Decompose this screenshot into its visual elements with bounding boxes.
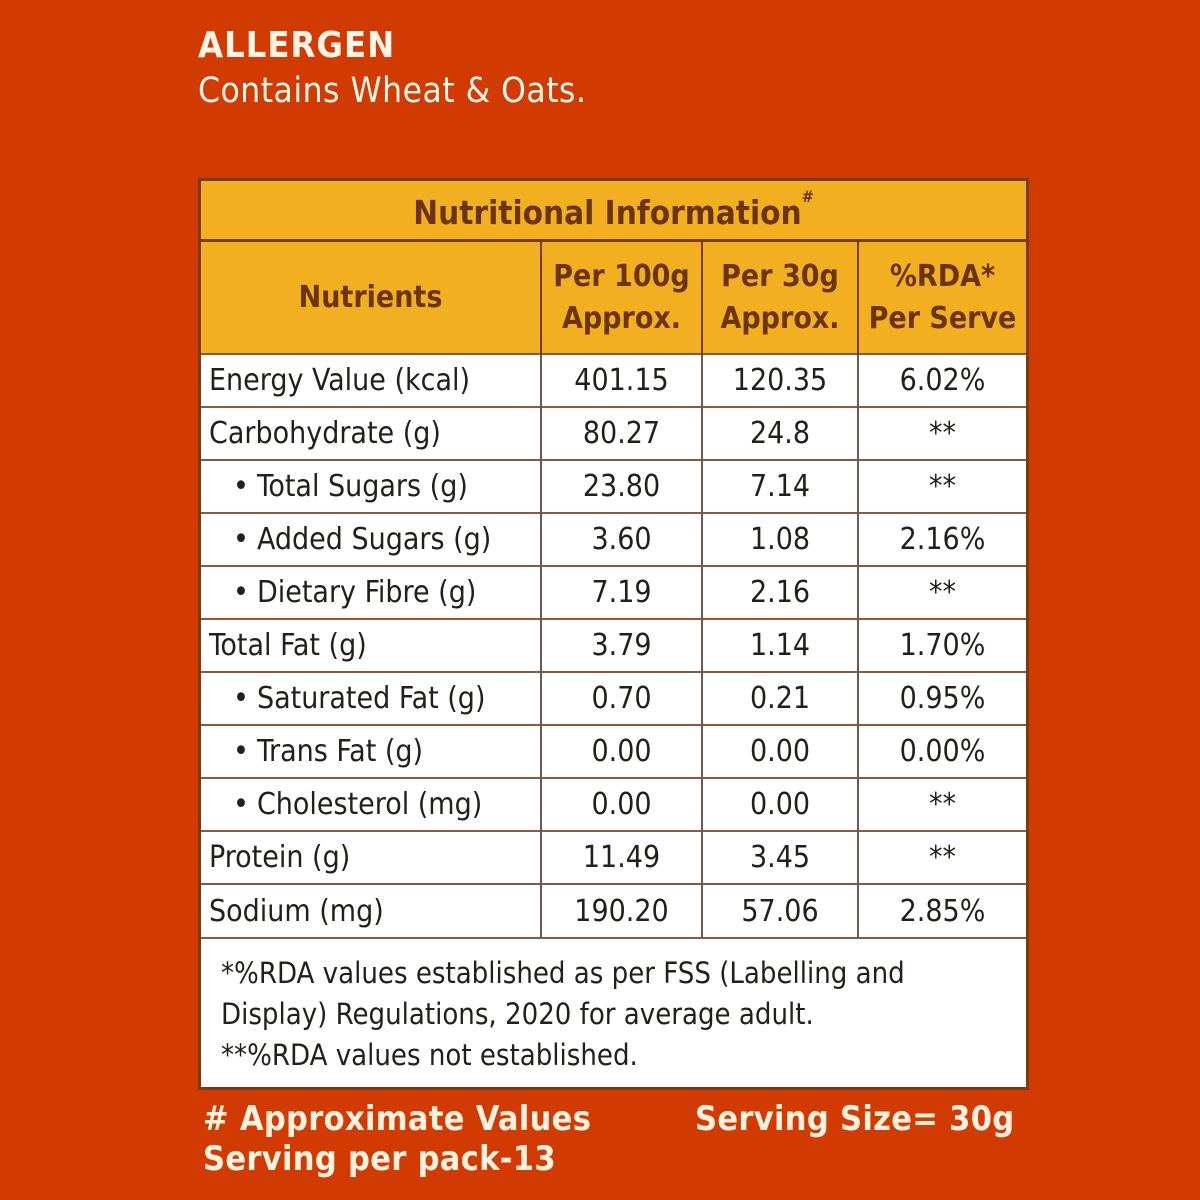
value-per100: 0.00 bbox=[540, 777, 702, 831]
value-per100: 401.15 bbox=[540, 353, 702, 407]
value-per100: 3.79 bbox=[540, 618, 702, 672]
value-per30: 0.00 bbox=[701, 724, 858, 778]
nutrition-panel: Nutritional Information# Nutrients Per 1… bbox=[198, 178, 1029, 1090]
table-row: Cholesterol (mg)0.000.00** bbox=[201, 777, 1026, 831]
panel-title: Nutritional Information# bbox=[201, 181, 1026, 242]
header-nutrients: Nutrients bbox=[201, 242, 541, 354]
allergen-text: Contains Wheat & Oats. bbox=[198, 71, 587, 111]
panel-title-text: Nutritional Information bbox=[413, 193, 802, 232]
value-per100: 23.80 bbox=[540, 459, 702, 513]
value-per100: 0.00 bbox=[540, 724, 702, 778]
value-rda: 0.95% bbox=[857, 671, 1026, 725]
value-per100: 190.20 bbox=[540, 883, 702, 937]
value-per100: 0.70 bbox=[540, 671, 702, 725]
value-rda: ** bbox=[857, 777, 1026, 831]
value-per30: 3.45 bbox=[701, 830, 858, 884]
value-per30: 120.35 bbox=[701, 353, 858, 407]
header-per30-line1: Per 30g bbox=[721, 258, 839, 294]
nutrition-table: Nutrients Per 100g Approx. Per 30g Approx.… bbox=[201, 242, 1026, 937]
nutrient-name: Total Sugars (g) bbox=[201, 459, 541, 513]
value-rda: ** bbox=[857, 406, 1026, 460]
header-row: Nutrients Per 100g Approx. Per 30g Approx.… bbox=[201, 242, 1026, 354]
table-row: Energy Value (kcal) 401.15 120.35 6.02% bbox=[201, 353, 1026, 407]
value-per100: 11.49 bbox=[540, 830, 702, 884]
value-per100: 3.60 bbox=[540, 512, 702, 566]
value-rda: 2.16% bbox=[857, 512, 1026, 566]
table-row: Protein (g) 11.49 3.45 ** bbox=[201, 830, 1026, 884]
nutrient-name: Trans Fat (g) bbox=[201, 724, 541, 778]
footnote-line-2: Display) Regulations, 2020 for average a… bbox=[221, 997, 814, 1031]
nutrient-name: Dietary Fibre (g) bbox=[201, 565, 541, 619]
nutrient-name: Energy Value (kcal) bbox=[201, 353, 541, 407]
nutrient-name: Saturated Fat (g) bbox=[201, 671, 541, 725]
value-rda: 2.85% bbox=[857, 883, 1026, 937]
header-per100-line1: Per 100g bbox=[553, 258, 690, 294]
footnote-line-1: *%RDA values established as per FSS (Lab… bbox=[221, 956, 905, 990]
value-rda: ** bbox=[857, 459, 1026, 513]
value-per100: 80.27 bbox=[540, 406, 702, 460]
value-rda: 1.70% bbox=[857, 618, 1026, 672]
nutrient-name: Added Sugars (g) bbox=[201, 512, 541, 566]
value-per30: 57.06 bbox=[701, 883, 858, 937]
allergen-title: ALLERGEN bbox=[198, 25, 396, 66]
servings-per-pack: Serving per pack-13 bbox=[203, 1139, 556, 1179]
footer-left: # Approximate Values Serving per pack-13 bbox=[203, 1099, 591, 1179]
footnotes: *%RDA values established as per FSS (Lab… bbox=[201, 937, 1026, 1076]
value-rda: 6.02% bbox=[857, 353, 1026, 407]
value-per30: 0.00 bbox=[701, 777, 858, 831]
value-per30: 1.14 bbox=[701, 618, 858, 672]
hash-mark: # bbox=[801, 187, 814, 206]
allergen-section: ALLERGEN Contains Wheat & Oats. bbox=[198, 24, 586, 114]
header-rda: %RDA* Per Serve bbox=[857, 242, 1026, 354]
value-rda: ** bbox=[857, 830, 1026, 884]
footnote-line-3: **%RDA values not established. bbox=[221, 1038, 638, 1072]
table-row: Sodium (mg) 190.20 57.06 2.85% bbox=[201, 883, 1026, 937]
nutrient-name: Protein (g) bbox=[201, 830, 541, 884]
header-per30-line2: Approx. bbox=[720, 300, 840, 336]
value-rda: ** bbox=[857, 565, 1026, 619]
value-per30: 7.14 bbox=[701, 459, 858, 513]
header-rda-line1: %RDA* bbox=[889, 258, 996, 294]
table-row: Carbohydrate (g) 80.27 24.8 ** bbox=[201, 406, 1026, 460]
value-per30: 2.16 bbox=[701, 565, 858, 619]
nutrient-name: Total Fat (g) bbox=[201, 618, 541, 672]
table-row: Total Sugars (g)23.807.14** bbox=[201, 459, 1026, 513]
nutrient-name: Sodium (mg) bbox=[201, 883, 541, 937]
value-rda: 0.00% bbox=[857, 724, 1026, 778]
header-per30: Per 30g Approx. bbox=[701, 242, 858, 354]
nutrient-name: Cholesterol (mg) bbox=[201, 777, 541, 831]
table-row: Added Sugars (g)3.601.082.16% bbox=[201, 512, 1026, 566]
approx-values-note: # Approximate Values bbox=[203, 1099, 592, 1139]
value-per100: 7.19 bbox=[540, 565, 702, 619]
table-row: Dietary Fibre (g)7.192.16** bbox=[201, 565, 1026, 619]
table-row: Saturated Fat (g)0.700.210.95% bbox=[201, 671, 1026, 725]
header-per100-line2: Approx. bbox=[561, 300, 682, 336]
value-per30: 1.08 bbox=[701, 512, 858, 566]
table-row: Total Fat (g) 3.79 1.14 1.70% bbox=[201, 618, 1026, 672]
table-row: Trans Fat (g)0.000.000.00% bbox=[201, 724, 1026, 778]
serving-size: Serving Size= 30g bbox=[695, 1099, 1015, 1139]
header-rda-line2: Per Serve bbox=[868, 300, 1017, 336]
nutrient-name: Carbohydrate (g) bbox=[201, 406, 541, 460]
header-per100: Per 100g Approx. bbox=[540, 242, 702, 354]
value-per30: 0.21 bbox=[701, 671, 858, 725]
value-per30: 24.8 bbox=[701, 406, 858, 460]
